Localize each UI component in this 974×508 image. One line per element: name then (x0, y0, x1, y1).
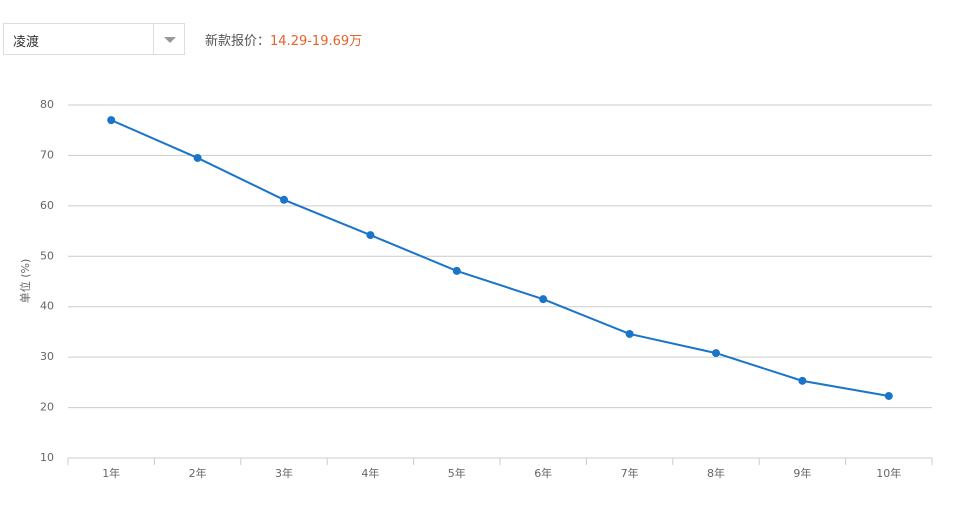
y-tick-label: 20 (40, 401, 54, 414)
y-tick-label: 50 (40, 249, 54, 262)
y-tick-label: 40 (40, 300, 54, 313)
dropdown-arrow (164, 37, 176, 43)
data-point (107, 116, 116, 125)
x-tick-label: 10年 (876, 466, 901, 480)
y-tick-label: 80 (40, 98, 54, 111)
x-tick-label: 1年 (102, 466, 120, 480)
data-line (110, 119, 889, 397)
price-value: 14.29-19.69万 (270, 34, 363, 49)
data-point (625, 329, 634, 338)
x-tick-label: 2年 (189, 466, 207, 480)
y-axis-label: 单位 (%) (18, 259, 32, 304)
price-label: 新款报价： (205, 34, 271, 49)
data-point (452, 266, 461, 275)
y-tick-label: 60 (40, 199, 54, 212)
x-tick-label: 8年 (707, 466, 725, 480)
data-point (798, 376, 807, 385)
x-tick-label: 7年 (621, 466, 639, 480)
x-tick-label: 5年 (448, 466, 466, 480)
x-tick-label: 4年 (361, 466, 379, 480)
data-point (712, 349, 720, 358)
price-info: 新款报价：14.29-19.69万 (205, 30, 362, 49)
x-tick-label: 6年 (534, 466, 552, 480)
data-point (539, 295, 548, 304)
car-selector[interactable]: 凌渡 (3, 23, 185, 55)
y-tick-label: 30 (40, 350, 54, 363)
data-point (280, 195, 288, 204)
data-point (366, 231, 375, 240)
data-point (193, 153, 202, 162)
x-tick-label: 9年 (793, 466, 811, 480)
data-point (884, 391, 893, 400)
dropdown-button[interactable] (153, 24, 185, 54)
y-tick-label: 10 (40, 451, 54, 464)
y-tick-label: 70 (40, 148, 54, 161)
x-tick-label: 3年 (275, 466, 293, 480)
selector-value: 凌渡 (13, 35, 40, 50)
